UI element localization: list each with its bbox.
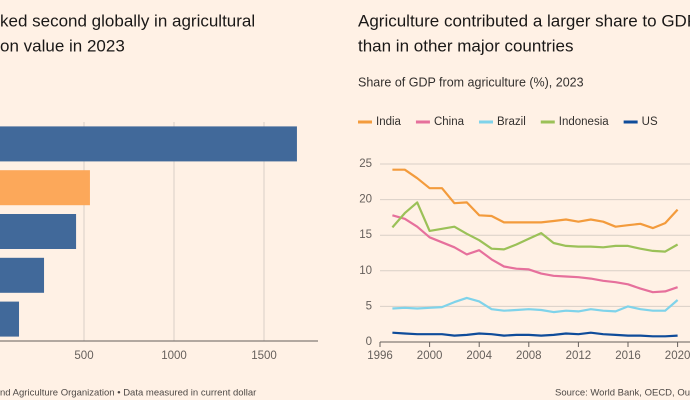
y-tick-label: 0: [366, 336, 372, 348]
x-tick-label: 2000: [417, 350, 443, 362]
x-tick-label: 1500: [251, 350, 277, 362]
bar: [0, 257, 45, 293]
line-series: [392, 168, 679, 230]
legend-label: Brazil: [497, 116, 526, 128]
right-subtitle: Share of GDP from agriculture (%), 2023: [358, 75, 584, 89]
y-tick-label: 10: [359, 265, 372, 277]
y-tick-label: 20: [359, 194, 372, 206]
y-tick-label: 5: [366, 300, 372, 312]
legend-label: India: [376, 116, 402, 128]
bar: [0, 126, 297, 162]
x-tick-label: 2008: [516, 350, 542, 362]
line-series: [392, 296, 679, 314]
bar: [0, 301, 20, 337]
y-tick-label: 15: [359, 229, 372, 241]
legend-label: Indonesia: [559, 116, 609, 128]
x-tick-label: 2004: [466, 350, 492, 362]
legend-label: China: [434, 116, 465, 128]
right-source: Source: World Bank, OECD, Ou: [555, 388, 690, 399]
x-tick-label: 500: [74, 350, 93, 362]
x-tick-label: 1000: [161, 350, 187, 362]
legend-label: US: [642, 116, 658, 128]
y-tick-label: 25: [359, 158, 372, 170]
line-series: [392, 214, 678, 294]
line-series: [391, 201, 679, 253]
line-series: [392, 331, 678, 338]
right-title: Agriculture contributed a larger share t…: [358, 11, 690, 30]
bar: [0, 214, 77, 249]
bar: [0, 170, 90, 206]
x-tick-label: 2012: [566, 350, 592, 362]
left-title: ked second globally in agricultural: [0, 11, 255, 30]
left-title: on value in 2023: [0, 36, 125, 55]
left-source: nd Agriculture Organization • Data measu…: [0, 388, 256, 399]
x-tick-label: 2020: [665, 350, 690, 362]
x-tick-label: 1996: [367, 350, 393, 362]
right-title: than in other major countries: [358, 36, 573, 55]
x-tick-label: 2016: [615, 350, 641, 362]
